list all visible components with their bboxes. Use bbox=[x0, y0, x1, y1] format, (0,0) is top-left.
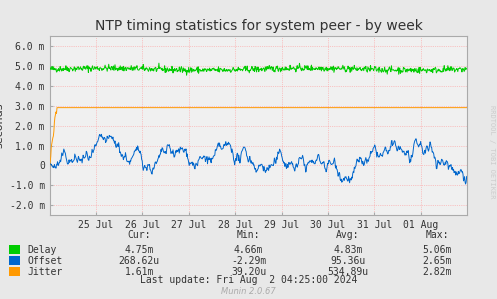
Text: 268.62u: 268.62u bbox=[119, 256, 160, 266]
Text: 4.75m: 4.75m bbox=[124, 245, 154, 255]
Text: Munin 2.0.67: Munin 2.0.67 bbox=[221, 287, 276, 296]
Text: Last update: Fri Aug  2 04:25:00 2024: Last update: Fri Aug 2 04:25:00 2024 bbox=[140, 274, 357, 285]
Text: Avg:: Avg: bbox=[336, 230, 360, 240]
Text: Max:: Max: bbox=[425, 230, 449, 240]
Y-axis label: seconds: seconds bbox=[0, 103, 4, 148]
Text: 2.82m: 2.82m bbox=[422, 267, 452, 277]
Text: RRDTOOL / TOBI OETIKER: RRDTOOL / TOBI OETIKER bbox=[489, 105, 495, 198]
Text: 4.66m: 4.66m bbox=[234, 245, 263, 255]
Text: Delay: Delay bbox=[27, 245, 57, 255]
Title: NTP timing statistics for system peer - by week: NTP timing statistics for system peer - … bbox=[94, 19, 422, 33]
Text: 39.20u: 39.20u bbox=[231, 267, 266, 277]
Text: Min:: Min: bbox=[237, 230, 260, 240]
Text: 5.06m: 5.06m bbox=[422, 245, 452, 255]
Text: 534.89u: 534.89u bbox=[328, 267, 368, 277]
Text: Cur:: Cur: bbox=[127, 230, 151, 240]
Text: 1.61m: 1.61m bbox=[124, 267, 154, 277]
Text: 2.65m: 2.65m bbox=[422, 256, 452, 266]
Text: 4.83m: 4.83m bbox=[333, 245, 363, 255]
Text: -2.29m: -2.29m bbox=[231, 256, 266, 266]
Text: Jitter: Jitter bbox=[27, 267, 63, 277]
Text: Offset: Offset bbox=[27, 256, 63, 266]
Text: 95.36u: 95.36u bbox=[331, 256, 365, 266]
